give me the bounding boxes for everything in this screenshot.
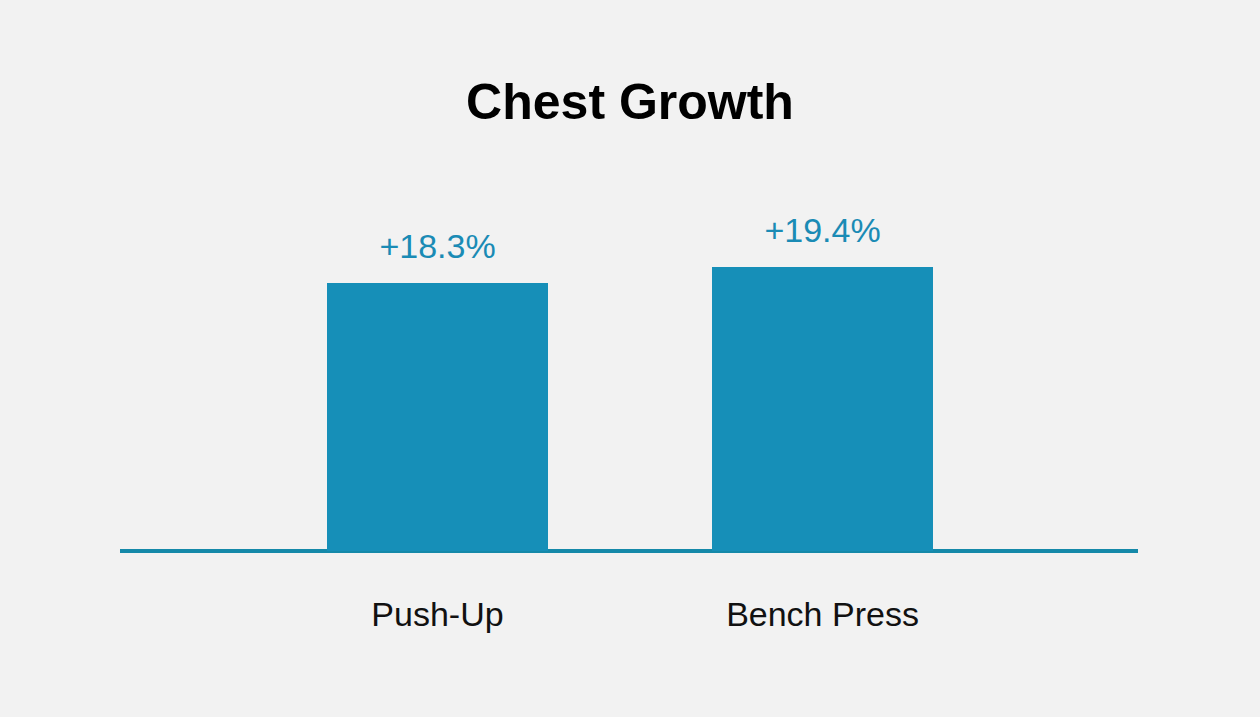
svg-text:Bench Press: Bench Press <box>726 595 919 633</box>
svg-text:+18.3%: +18.3% <box>379 227 495 265</box>
svg-text:+19.4%: +19.4% <box>764 211 880 249</box>
svg-text:Chest Growth: Chest Growth <box>466 74 794 130</box>
svg-text:Push-Up: Push-Up <box>371 595 503 633</box>
